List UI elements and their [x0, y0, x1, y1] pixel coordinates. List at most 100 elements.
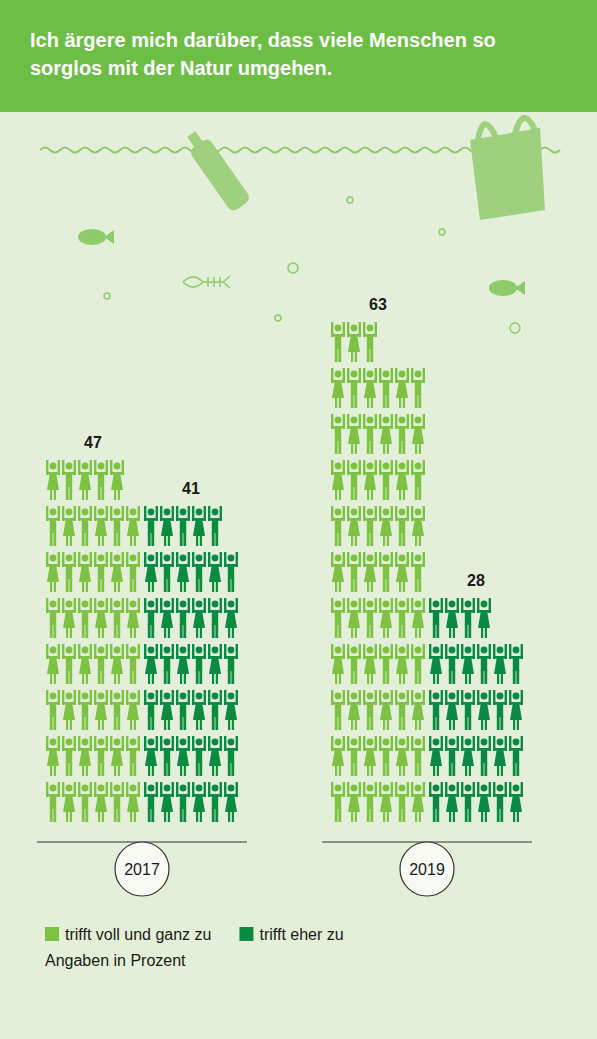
leg	[481, 720, 483, 730]
leg	[433, 766, 435, 776]
dress	[332, 656, 344, 674]
pictogram-person	[110, 552, 124, 592]
leg	[387, 720, 389, 730]
head	[148, 601, 155, 608]
head	[399, 463, 406, 470]
body	[399, 426, 405, 441]
head	[481, 739, 488, 746]
leg	[351, 670, 354, 684]
bubble	[104, 293, 110, 299]
pictogram-person	[411, 736, 425, 776]
leg	[86, 490, 88, 500]
pictogram-person	[176, 644, 190, 684]
leg	[199, 762, 202, 776]
body	[351, 564, 357, 579]
pictogram-person	[347, 552, 361, 592]
pictogram-person	[411, 460, 425, 500]
dress	[111, 564, 123, 582]
leg	[50, 532, 53, 546]
head	[383, 601, 390, 608]
pictogram-person	[395, 414, 409, 454]
leg	[367, 532, 370, 546]
leg	[231, 762, 234, 776]
pictogram-person	[331, 552, 345, 592]
pictogram-person	[379, 460, 393, 500]
leg	[69, 670, 72, 684]
leg	[66, 762, 69, 776]
dress	[145, 656, 157, 674]
head	[228, 693, 235, 700]
leg	[86, 582, 88, 592]
pictogram-person	[347, 414, 361, 454]
head	[497, 647, 504, 654]
dress	[161, 518, 173, 536]
pictogram-person	[379, 644, 393, 684]
leg	[102, 628, 104, 638]
head	[98, 509, 105, 516]
leg	[383, 486, 386, 500]
leg	[82, 582, 84, 592]
leg	[383, 394, 386, 408]
body	[415, 380, 421, 395]
body	[351, 656, 357, 671]
head	[367, 739, 374, 746]
legend-label: trifft voll und ganz zu	[65, 926, 211, 943]
dress	[209, 748, 221, 766]
leg	[69, 578, 72, 592]
leg	[117, 624, 120, 638]
pictogram-person	[46, 644, 60, 684]
leg	[371, 674, 373, 684]
head	[399, 693, 406, 700]
leg	[98, 812, 100, 822]
bag	[470, 128, 545, 220]
leg	[338, 532, 341, 546]
leg	[354, 394, 357, 408]
pictogram-person	[144, 736, 158, 776]
leg	[134, 536, 136, 546]
leg	[101, 578, 104, 592]
pictogram-person	[477, 782, 491, 822]
dress	[396, 380, 408, 398]
pictogram-person	[94, 690, 108, 730]
leg	[433, 674, 435, 684]
leg	[98, 578, 101, 592]
leg	[50, 582, 52, 592]
head	[148, 739, 155, 746]
leg	[497, 716, 500, 730]
pictogram-person	[62, 782, 76, 822]
leg	[151, 532, 154, 546]
head	[196, 555, 203, 562]
bag-handle	[478, 118, 535, 140]
head	[415, 417, 422, 424]
leg	[387, 444, 389, 454]
leg	[338, 440, 341, 454]
body	[98, 748, 104, 763]
head	[415, 739, 422, 746]
leg	[101, 762, 104, 776]
pictogram-person	[62, 598, 76, 638]
pictogram-person	[477, 644, 491, 684]
head	[399, 555, 406, 562]
leg	[54, 674, 56, 684]
head	[114, 509, 121, 516]
head	[497, 785, 504, 792]
pictogram-person	[363, 460, 377, 500]
leg	[370, 808, 373, 822]
pictogram-person	[461, 736, 475, 776]
head	[433, 647, 440, 654]
dress	[127, 794, 139, 812]
leg	[148, 624, 151, 638]
pictogram-person	[160, 598, 174, 638]
leg	[449, 812, 451, 822]
body	[82, 610, 88, 625]
leg	[114, 532, 117, 546]
pictogram-person	[509, 736, 523, 776]
dress	[348, 794, 360, 812]
head	[66, 693, 73, 700]
dress	[446, 702, 458, 720]
pictogram-person	[411, 644, 425, 684]
pictogram-person	[379, 736, 393, 776]
leg	[164, 762, 167, 776]
leg	[228, 628, 230, 638]
head	[399, 601, 406, 608]
